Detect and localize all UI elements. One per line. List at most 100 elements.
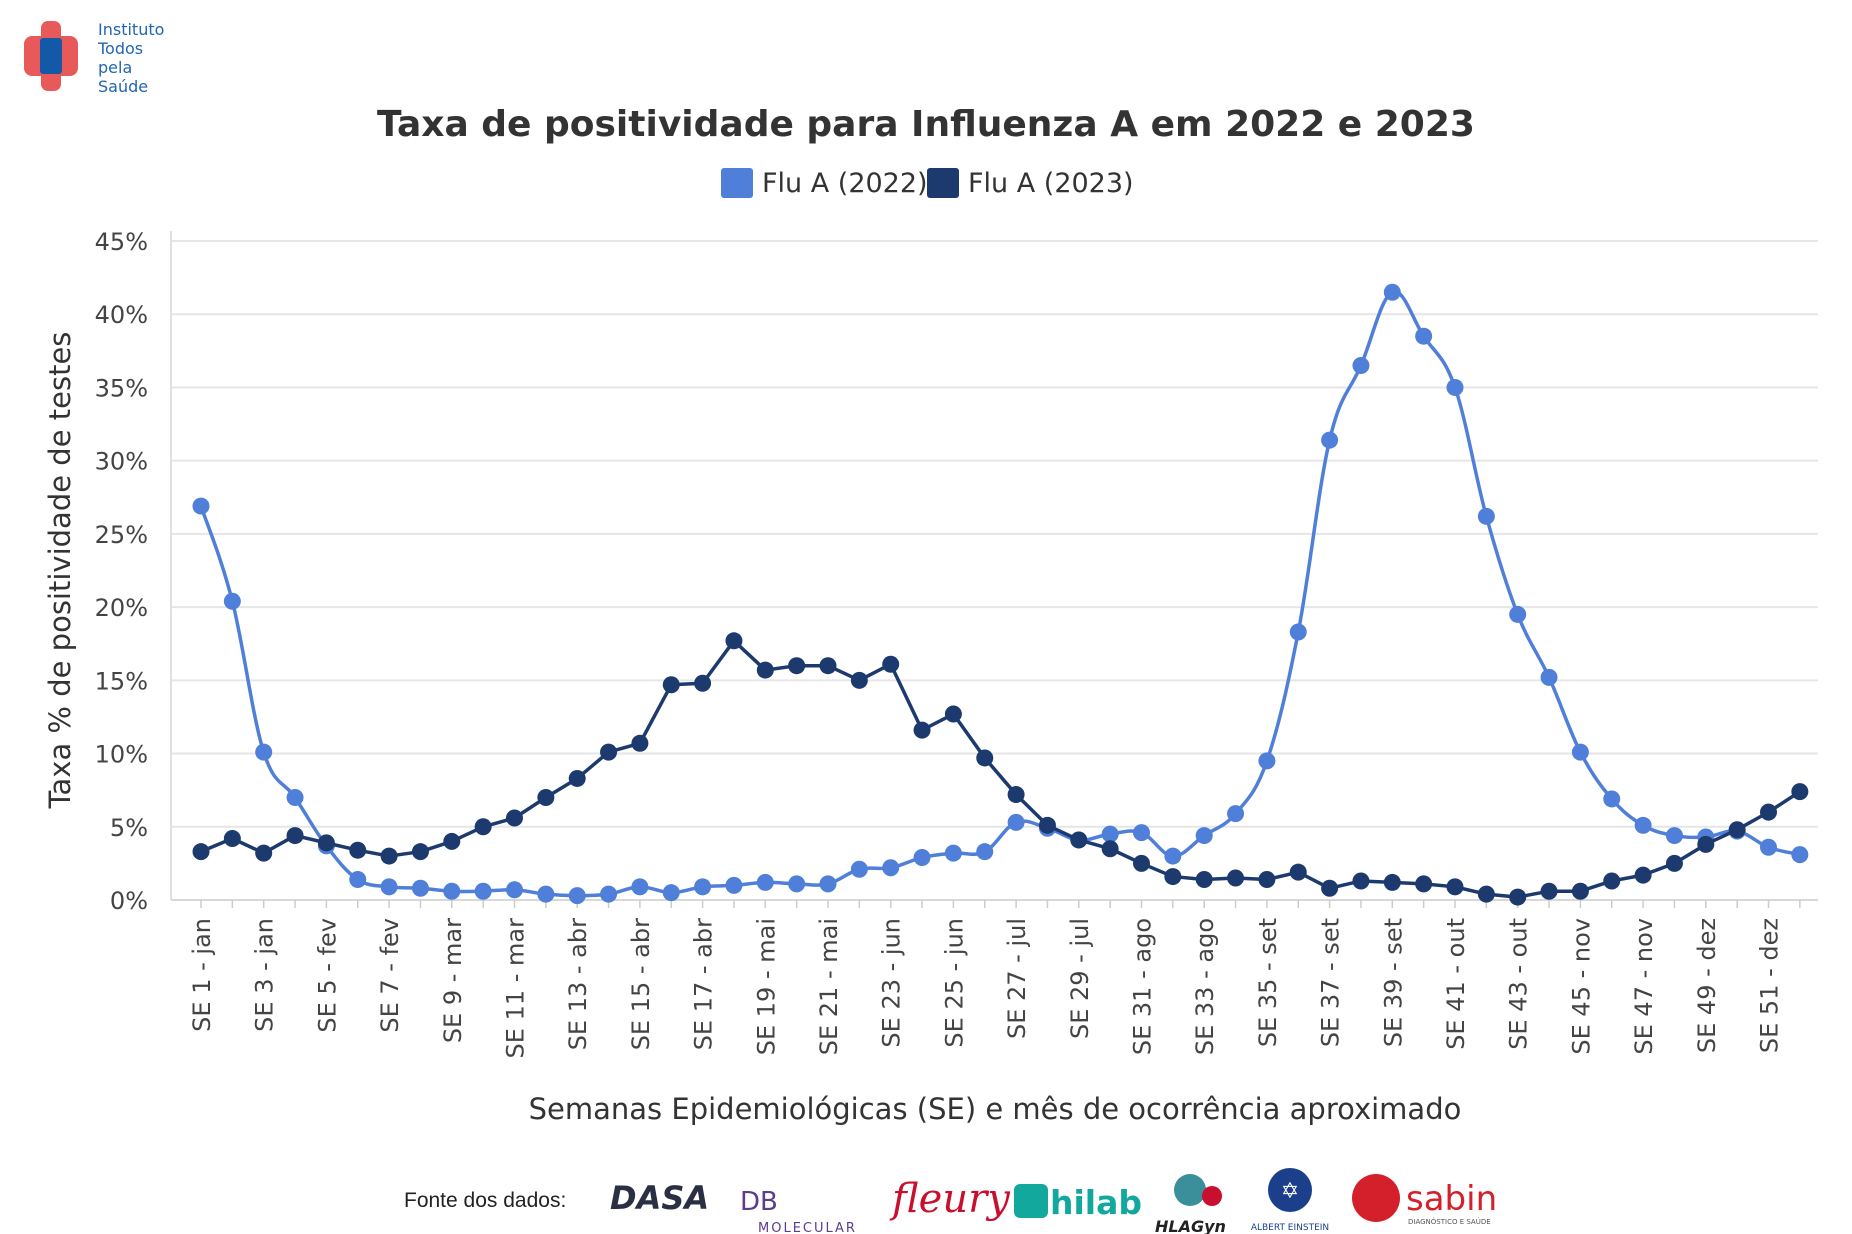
data-point-2023[interactable] (944, 705, 962, 723)
data-point-2023[interactable] (1446, 878, 1464, 896)
data-point-2023[interactable] (1415, 875, 1433, 893)
data-point-2022[interactable] (1446, 378, 1464, 396)
data-point-2023[interactable] (380, 847, 398, 865)
data-point-2022[interactable] (976, 843, 994, 861)
data-point-2023[interactable] (1477, 885, 1495, 903)
data-point-2022[interactable] (568, 887, 586, 905)
data-point-2022[interactable] (694, 878, 712, 896)
data-point-2022[interactable] (223, 592, 241, 610)
data-point-2023[interactable] (1665, 854, 1683, 872)
data-point-2023[interactable] (913, 721, 931, 739)
data-point-2022[interactable] (631, 878, 649, 896)
data-point-2023[interactable] (1227, 869, 1245, 887)
legend-item-2023[interactable]: Flu A (2023) (927, 168, 1134, 199)
data-point-2022[interactable] (1634, 816, 1652, 834)
data-point-2023[interactable] (506, 809, 523, 827)
data-point-2023[interactable] (443, 832, 461, 850)
data-point-2023[interactable] (631, 734, 649, 752)
data-point-2022[interactable] (819, 875, 837, 893)
data-point-2022[interactable] (944, 844, 962, 862)
data-point-2022[interactable] (1603, 790, 1621, 808)
data-point-2023[interactable] (1509, 888, 1527, 906)
data-point-2023[interactable] (976, 749, 994, 767)
data-point-2022[interactable] (1571, 743, 1589, 761)
data-point-2023[interactable] (850, 671, 868, 689)
data-point-2022[interactable] (1101, 825, 1119, 843)
data-point-2022[interactable] (411, 879, 429, 897)
data-point-2022[interactable] (192, 497, 210, 515)
data-point-2022[interactable] (662, 884, 680, 902)
data-point-2023[interactable] (694, 674, 712, 692)
data-point-2023[interactable] (1697, 835, 1715, 853)
data-point-2023[interactable] (255, 844, 273, 862)
data-point-2023[interactable] (1258, 870, 1276, 888)
data-point-2023[interactable] (788, 657, 806, 675)
data-point-2022[interactable] (1477, 507, 1495, 525)
data-point-2022[interactable] (1540, 668, 1558, 686)
data-point-2023[interactable] (1101, 840, 1119, 858)
data-point-2023[interactable] (223, 829, 241, 847)
data-point-2022[interactable] (1289, 623, 1307, 641)
data-point-2023[interactable] (819, 657, 837, 675)
data-point-2022[interactable] (443, 882, 461, 900)
data-point-2023[interactable] (1760, 803, 1777, 821)
data-point-2022[interactable] (1352, 356, 1370, 374)
data-point-2022[interactable] (913, 849, 931, 867)
legend-item-2022[interactable]: Flu A (2022) (721, 168, 928, 199)
data-point-2023[interactable] (1070, 831, 1088, 849)
data-point-2023[interactable] (1791, 783, 1809, 801)
data-point-2022[interactable] (882, 859, 900, 877)
data-point-2022[interactable] (1321, 431, 1339, 449)
data-point-2023[interactable] (1321, 879, 1339, 897)
data-point-2022[interactable] (600, 885, 618, 903)
data-point-2023[interactable] (349, 841, 367, 859)
data-point-2023[interactable] (882, 655, 900, 673)
data-point-2022[interactable] (756, 873, 774, 891)
data-point-2023[interactable] (662, 676, 680, 694)
data-point-2023[interactable] (1133, 854, 1150, 872)
data-point-2022[interactable] (1791, 846, 1809, 864)
data-point-2023[interactable] (411, 843, 429, 861)
data-point-2022[interactable] (1258, 752, 1276, 770)
data-point-2022[interactable] (1383, 283, 1401, 301)
data-point-2023[interactable] (474, 818, 492, 836)
data-point-2023[interactable] (1603, 872, 1621, 890)
data-point-2022[interactable] (1007, 813, 1025, 831)
data-point-2022[interactable] (506, 881, 523, 899)
data-point-2022[interactable] (1195, 827, 1213, 845)
data-point-2023[interactable] (725, 632, 743, 650)
data-point-2022[interactable] (850, 860, 868, 878)
data-point-2023[interactable] (1383, 873, 1401, 891)
data-point-2023[interactable] (537, 788, 555, 806)
data-point-2022[interactable] (1665, 827, 1683, 845)
data-point-2022[interactable] (380, 878, 398, 896)
data-point-2022[interactable] (1133, 824, 1150, 842)
data-point-2022[interactable] (788, 875, 806, 893)
data-point-2023[interactable] (317, 834, 335, 852)
data-point-2023[interactable] (1352, 872, 1370, 890)
data-point-2022[interactable] (1760, 838, 1777, 856)
data-point-2023[interactable] (600, 743, 618, 761)
data-point-2022[interactable] (255, 743, 273, 761)
data-point-2023[interactable] (1007, 786, 1025, 804)
data-point-2023[interactable] (1195, 870, 1213, 888)
data-point-2022[interactable] (349, 870, 367, 888)
data-point-2023[interactable] (1634, 866, 1652, 884)
data-point-2022[interactable] (1227, 805, 1245, 823)
data-point-2023[interactable] (286, 827, 304, 845)
data-point-2023[interactable] (1289, 863, 1307, 881)
data-point-2023[interactable] (1571, 882, 1589, 900)
data-point-2023[interactable] (1164, 868, 1182, 886)
data-point-2022[interactable] (1415, 327, 1433, 345)
data-point-2022[interactable] (474, 882, 492, 900)
data-point-2023[interactable] (1540, 882, 1558, 900)
data-point-2023[interactable] (568, 769, 586, 787)
data-point-2023[interactable] (192, 843, 210, 861)
data-point-2022[interactable] (1164, 847, 1182, 865)
data-point-2022[interactable] (725, 876, 743, 894)
data-point-2023[interactable] (1728, 821, 1746, 839)
data-point-2022[interactable] (1509, 605, 1527, 623)
data-point-2022[interactable] (286, 788, 304, 806)
data-point-2023[interactable] (1038, 816, 1056, 834)
data-point-2023[interactable] (756, 661, 774, 679)
